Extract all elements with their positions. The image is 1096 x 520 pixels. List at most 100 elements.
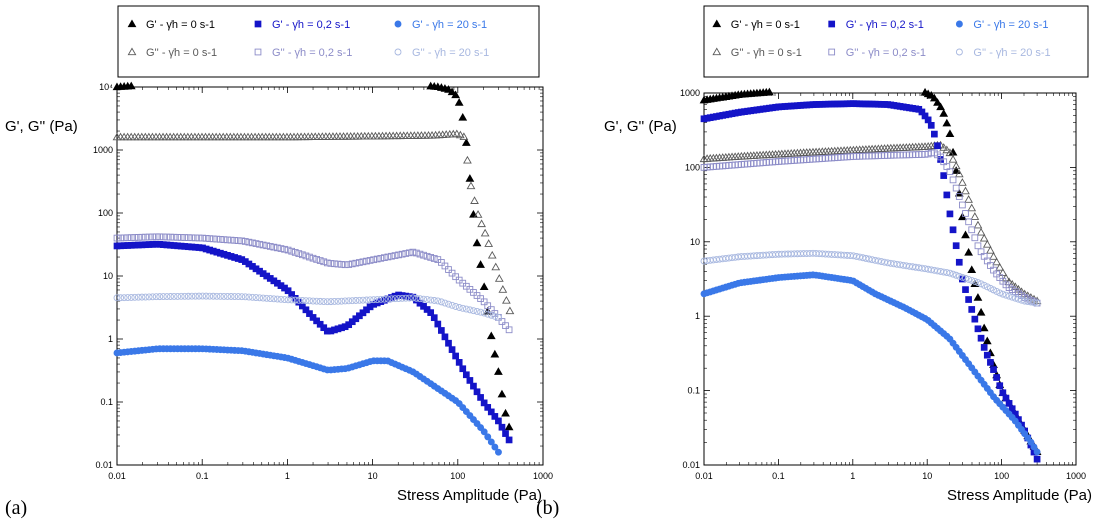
data-point bbox=[195, 292, 203, 300]
data-point bbox=[241, 238, 249, 245]
data-point bbox=[455, 304, 463, 311]
data-point bbox=[955, 272, 963, 280]
data-point bbox=[480, 309, 488, 317]
data-point bbox=[270, 243, 278, 251]
data-point bbox=[986, 284, 994, 292]
data-point bbox=[384, 295, 392, 303]
x-tick-label: 100 bbox=[450, 471, 465, 481]
data-point bbox=[952, 271, 960, 279]
x-tick-label: 0.1 bbox=[196, 471, 209, 481]
data-point bbox=[416, 295, 424, 303]
data-point bbox=[472, 238, 482, 247]
data-point bbox=[238, 293, 246, 301]
data-point bbox=[454, 98, 464, 106]
data-point bbox=[338, 261, 345, 268]
data-point bbox=[1033, 299, 1041, 307]
data-point bbox=[359, 296, 367, 304]
data-point bbox=[167, 293, 174, 300]
data-point bbox=[156, 293, 164, 301]
data-point bbox=[441, 299, 449, 307]
legend-marker bbox=[712, 47, 722, 56]
data-point bbox=[405, 249, 413, 257]
data-point bbox=[309, 297, 317, 305]
data-point bbox=[241, 293, 249, 301]
data-point bbox=[341, 297, 349, 305]
data-point bbox=[131, 234, 139, 241]
legend-marker bbox=[394, 20, 402, 28]
data-point bbox=[309, 254, 317, 262]
data-point bbox=[206, 235, 214, 242]
data-point bbox=[420, 251, 427, 259]
data-point bbox=[113, 294, 121, 302]
data-point bbox=[430, 255, 438, 262]
y-tick-label: 10 bbox=[690, 237, 700, 247]
data-point bbox=[142, 233, 149, 241]
y-tick-label: 0.01 bbox=[682, 460, 700, 470]
data-point bbox=[177, 234, 185, 241]
data-point bbox=[113, 234, 121, 242]
legend-marker bbox=[254, 48, 262, 56]
x-tick-label: 1000 bbox=[1066, 471, 1086, 481]
data-point bbox=[502, 322, 509, 330]
series-square-open bbox=[700, 149, 1041, 307]
data-point bbox=[1030, 443, 1038, 451]
data-point bbox=[491, 443, 499, 451]
data-point bbox=[252, 240, 260, 247]
data-point bbox=[441, 262, 449, 270]
data-point bbox=[480, 298, 488, 306]
legend-entry: G'' - γ̇h = 0 s-1 bbox=[146, 47, 217, 59]
data-point bbox=[1018, 296, 1025, 304]
series-square-filled bbox=[113, 240, 513, 444]
data-point bbox=[495, 448, 502, 456]
data-point bbox=[384, 253, 392, 261]
series-triangle-filled bbox=[112, 81, 514, 431]
data-point bbox=[377, 254, 385, 262]
data-point bbox=[979, 323, 989, 332]
data-point bbox=[423, 296, 431, 304]
data-point bbox=[320, 258, 328, 266]
data-point bbox=[498, 285, 508, 293]
data-point bbox=[945, 129, 955, 138]
data-point bbox=[284, 287, 292, 295]
data-point bbox=[484, 404, 492, 411]
data-point bbox=[355, 296, 363, 304]
data-point bbox=[202, 292, 210, 300]
data-point bbox=[973, 220, 983, 229]
data-point bbox=[316, 320, 324, 328]
data-point bbox=[484, 239, 494, 247]
y-tick-label: 10⁴ bbox=[99, 82, 113, 92]
data-point bbox=[463, 155, 472, 164]
data-point bbox=[416, 250, 424, 258]
data-point bbox=[238, 237, 246, 245]
data-point bbox=[313, 317, 320, 325]
data-point bbox=[224, 236, 231, 244]
data-point bbox=[1033, 448, 1041, 456]
data-point bbox=[227, 293, 235, 300]
data-point bbox=[924, 116, 932, 124]
data-point bbox=[871, 256, 879, 264]
data-point bbox=[965, 275, 973, 283]
data-point bbox=[159, 293, 167, 301]
data-point bbox=[962, 210, 969, 217]
series-triangle-filled bbox=[699, 87, 1042, 456]
data-point bbox=[945, 148, 955, 157]
x-tick-label: 0.01 bbox=[695, 471, 713, 481]
data-point bbox=[331, 260, 338, 268]
y-tick-label: 10 bbox=[103, 271, 113, 281]
data-point bbox=[438, 327, 445, 334]
x-tick-label: 100 bbox=[994, 471, 1009, 481]
y-tick-label: 0.1 bbox=[687, 386, 700, 396]
data-point bbox=[487, 311, 495, 319]
data-point bbox=[971, 234, 979, 242]
data-point bbox=[281, 245, 288, 253]
data-point bbox=[134, 293, 142, 301]
y-tick-label: 0.01 bbox=[95, 460, 113, 470]
legend-marker bbox=[955, 48, 963, 56]
data-point bbox=[306, 253, 313, 261]
data-point bbox=[955, 258, 963, 266]
y-tick-label: 1000 bbox=[93, 145, 113, 155]
data-point bbox=[999, 290, 1007, 298]
legend-marker bbox=[127, 19, 137, 28]
data-point bbox=[455, 359, 463, 366]
